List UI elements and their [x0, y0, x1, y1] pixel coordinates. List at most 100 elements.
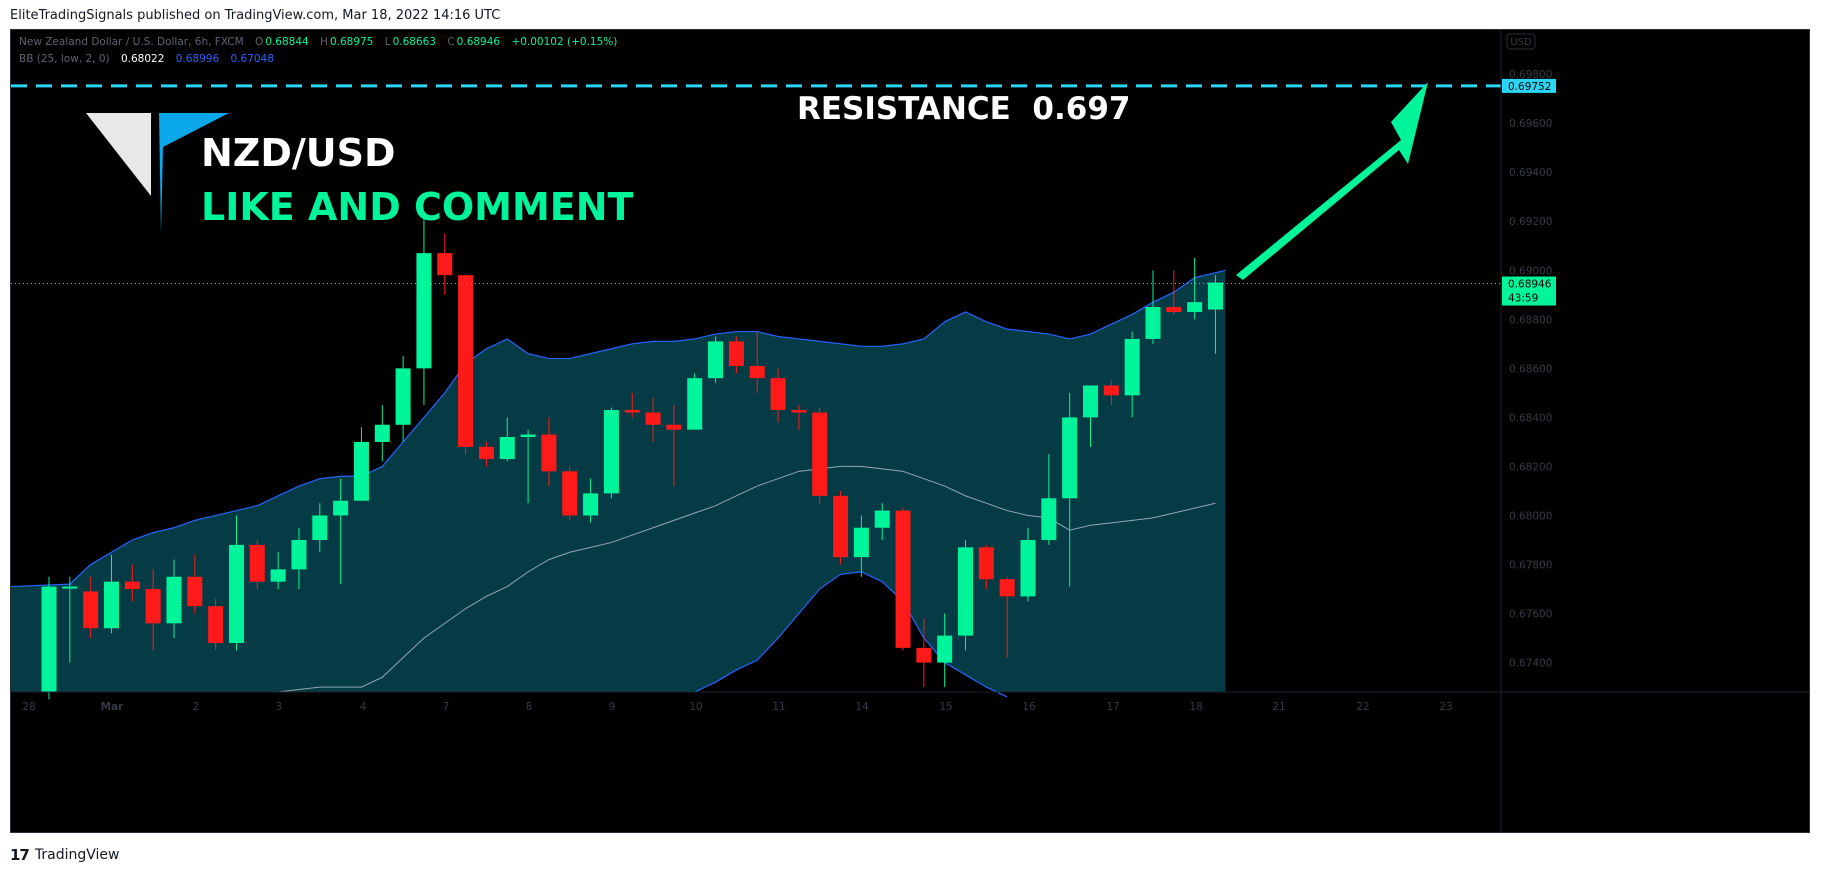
- band-lower-line: [694, 571, 1008, 698]
- candle: [958, 539, 974, 651]
- price-tick-label: 0.68200: [1509, 461, 1552, 473]
- candles: [41, 216, 1223, 700]
- legend-high: 0.68975: [330, 36, 373, 48]
- candle: [562, 466, 578, 521]
- time-tick-label: 10: [689, 701, 702, 713]
- candle: [520, 429, 536, 504]
- candle: [541, 417, 557, 487]
- candle: [1020, 527, 1036, 602]
- candle: [437, 233, 453, 295]
- candle: [1145, 270, 1161, 344]
- time-tick-label: 21: [1272, 701, 1285, 713]
- pair-title: NZD/USD: [201, 131, 396, 175]
- candle: [937, 613, 953, 688]
- candle: [41, 576, 57, 700]
- time-tick-label: Mar: [101, 701, 125, 713]
- currency-button[interactable]: USD: [1506, 33, 1536, 50]
- time-tick-label: 3: [276, 701, 283, 713]
- svg-text:43:59: 43:59: [1508, 293, 1538, 305]
- candle: [228, 515, 244, 651]
- legend-close: 0.68946: [457, 36, 501, 48]
- price-tick-label: 0.69400: [1509, 167, 1552, 179]
- time-tick-label: 9: [609, 701, 616, 713]
- legend-bb-lower: 0.67048: [231, 53, 274, 65]
- candle: [895, 508, 911, 651]
- time-axis[interactable]: 28 Mar 2 3 4 7 8 9 10 11 14 15 16 17 18 21 22 23: [22, 701, 1452, 713]
- legend-open: 0.68844: [265, 36, 309, 48]
- price-tick-label: 0.67600: [1509, 609, 1552, 621]
- candle: [395, 356, 411, 442]
- time-tick-label: 23: [1439, 701, 1452, 713]
- time-tick-label: 15: [939, 701, 952, 713]
- candle: [124, 564, 140, 602]
- last-price-tag: 0.68946 43:59: [1502, 276, 1556, 306]
- candle: [645, 397, 661, 442]
- candle: [208, 598, 224, 651]
- candle: [749, 331, 765, 393]
- price-tick-label: 0.68000: [1509, 510, 1552, 522]
- candle: [353, 427, 369, 501]
- candle: [103, 554, 119, 634]
- candle: [478, 441, 494, 467]
- candlestick-chart[interactable]: 0.69800 0.69600 0.69400 0.69200 0.69000 0.688…: [10, 30, 1809, 832]
- currency-label: USD: [1510, 37, 1532, 48]
- time-tick-label: 16: [1022, 701, 1036, 713]
- time-tick-label: 7: [443, 701, 450, 713]
- legend-change: +0.00102 (+0.15%): [511, 36, 617, 48]
- resistance-price-tag: 0.69752: [1502, 78, 1556, 93]
- time-tick-label: 14: [855, 701, 869, 713]
- candle: [1187, 258, 1203, 320]
- candle: [1041, 454, 1057, 545]
- time-tick-label: 22: [1356, 701, 1369, 713]
- candle: [166, 559, 182, 639]
- candle: [708, 336, 724, 384]
- time-tick-label: 8: [526, 701, 533, 713]
- candle: [791, 405, 807, 430]
- candle: [145, 569, 161, 651]
- candle: [83, 576, 99, 639]
- candle: [499, 417, 515, 462]
- candle: [687, 373, 703, 430]
- chart-frame[interactable]: 0.69800 0.69600 0.69400 0.69200 0.69000 0.688…: [10, 29, 1810, 833]
- time-tick-label: 17: [1106, 701, 1119, 713]
- price-tick-label: 0.68600: [1509, 363, 1552, 375]
- legend-row-1: New Zealand Dollar / U.S. Dollar, 6h, FX…: [19, 36, 617, 48]
- time-tick-label: 11: [772, 701, 785, 713]
- candle: [187, 554, 203, 614]
- up-arrow-icon: [1236, 82, 1428, 280]
- candle: [62, 576, 78, 663]
- band-upper-line: [10, 269, 1226, 588]
- time-tick-label: 2: [193, 701, 200, 713]
- price-axis[interactable]: 0.69800 0.69600 0.69400 0.69200 0.69000 0.688…: [1509, 69, 1552, 669]
- price-tick-label: 0.67800: [1509, 560, 1552, 572]
- candle: [812, 407, 828, 504]
- legend-bb-upper: 0.68996: [176, 53, 220, 65]
- legend-low: 0.68663: [393, 36, 436, 48]
- legend-row-2: BB (25, low, 2, 0) 0.68022 0.68996 0.670…: [19, 53, 274, 65]
- time-tick-label: 18: [1189, 701, 1202, 713]
- candle: [1083, 385, 1098, 447]
- candle: [1207, 275, 1223, 354]
- time-tick-label: 28: [22, 701, 35, 713]
- brand-logo-icon: [86, 113, 229, 235]
- price-tick-label: 0.69000: [1509, 265, 1552, 277]
- legend-bb-label: BB (25, low, 2, 0): [19, 53, 110, 65]
- candle: [583, 478, 599, 523]
- band-basis-line: [278, 465, 1216, 693]
- svg-text:0.69752: 0.69752: [1508, 81, 1551, 93]
- price-tick-label: 0.69200: [1509, 216, 1552, 228]
- legend-bb-basis: 0.68022: [121, 53, 164, 65]
- candle: [603, 407, 619, 499]
- publish-header: EliteTradingSignals published on Trading…: [10, 8, 501, 23]
- candle: [874, 503, 890, 540]
- svg-text:0.68946: 0.68946: [1508, 279, 1552, 291]
- price-tick-label: 0.68400: [1509, 412, 1552, 424]
- time-tick-label: 4: [360, 701, 367, 713]
- footer-brand: 17 TradingView: [10, 846, 119, 864]
- candle: [666, 405, 682, 487]
- tradingview-logo-icon: 17: [10, 846, 30, 864]
- candle: [374, 405, 390, 462]
- candle: [1124, 331, 1140, 418]
- price-tick-label: 0.69600: [1509, 118, 1552, 130]
- candle: [270, 552, 286, 590]
